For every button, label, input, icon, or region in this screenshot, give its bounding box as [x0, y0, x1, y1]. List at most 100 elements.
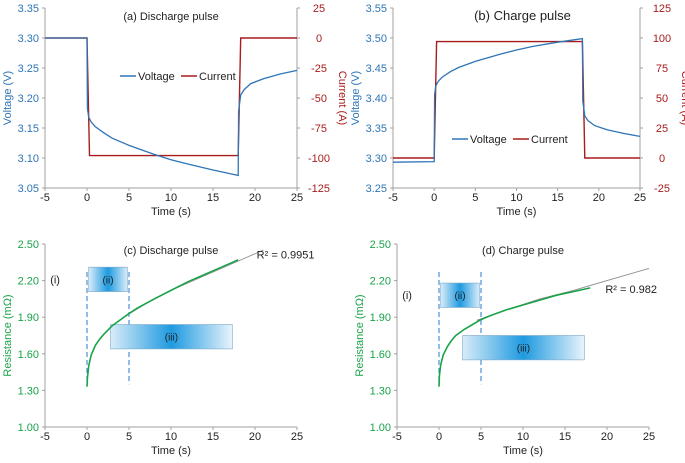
x-tick-label: 25 [634, 192, 646, 204]
x-axis-label: Time (s) [503, 445, 543, 457]
x-tick-label: 5 [472, 192, 478, 204]
y-tick-label: 3.25 [18, 63, 39, 75]
y-tick-label: 3.35 [366, 123, 387, 135]
x-tick-label: 15 [207, 192, 219, 204]
x-tick-label: 10 [165, 192, 177, 204]
fit-trend-line [124, 249, 264, 317]
legend-voltage-label: Voltage [470, 134, 507, 146]
x-tick-label: -5 [388, 192, 398, 204]
x-tick-label: 20 [249, 192, 261, 204]
r-squared-label: R² = 0.982 [605, 284, 657, 296]
y-tick-label: 3.35 [18, 3, 39, 15]
legend-voltage-label: Voltage [138, 71, 175, 83]
y-tick-label: 1.90 [370, 312, 391, 324]
x-tick-label: 15 [559, 431, 571, 443]
x-axis-label: Time (s) [151, 206, 191, 218]
current-series-line [393, 40, 640, 159]
x-tick-label: -5 [392, 431, 402, 443]
x-tick-label: 10 [510, 192, 522, 204]
voltage-series-line [45, 37, 298, 177]
region-ii-box [440, 282, 480, 308]
y2-tick-label: 100 [653, 33, 671, 45]
y-axis-label: Voltage (V) [2, 71, 14, 125]
y-tick-label: 3.30 [18, 33, 39, 45]
x-tick-label: 15 [552, 192, 564, 204]
y2-tick-label: -100 [308, 153, 330, 165]
x-tick-label: 0 [84, 192, 90, 204]
x-tick-label: 10 [165, 431, 177, 443]
chart-title: (c) Discharge pulse [124, 245, 219, 257]
x-tick-label: 0 [431, 192, 437, 204]
x-tick-label: -5 [40, 192, 50, 204]
chart-a: -5 0 5 10 15 20 253.053.103.153.203.253.303.35… [2, 3, 348, 218]
legend-current-label: Current [199, 71, 236, 83]
x-tick-label: 20 [601, 431, 613, 443]
y-tick-label: 3.15 [18, 123, 39, 135]
x-tick-label: 5 [478, 431, 484, 443]
y-tick-label: 3.50 [366, 33, 387, 45]
y2-tick-label: 125 [653, 3, 671, 15]
chart-title: (d) Charge pulse [482, 245, 564, 257]
y-axis-label: Voltage (V) [350, 71, 362, 125]
x-tick-label: 25 [291, 431, 303, 443]
y-tick-label: 1.00 [370, 422, 391, 434]
region-i-label: (i) [50, 274, 60, 286]
y-tick-label: 2.20 [370, 276, 391, 288]
chart-d: -5 0 5 10 15 20 25 1.00 1.30 1.60 1.90 2.20 2.50 Time… [354, 239, 657, 457]
region-iii-label: (iii) [517, 344, 530, 355]
region-ii-label: (ii) [454, 291, 465, 302]
y2-tick-label: -25 [311, 63, 327, 75]
x-axis-label: Time (s) [497, 206, 537, 218]
y-tick-label: 3.20 [18, 93, 39, 105]
x-tick-label: 0 [436, 431, 442, 443]
y-tick-label: 1.30 [370, 385, 391, 397]
y2-tick-label: 75 [656, 63, 668, 75]
region-iii-box [110, 324, 233, 350]
y2-tick-label: -125 [308, 183, 330, 195]
region-ii-label: (ii) [102, 275, 113, 286]
x-tick-label: 10 [517, 431, 529, 443]
chart-c: -5 0 5 10 15 20 25 1.00 1.30 1.60 1.90 2.20 2.50 Time… [2, 239, 314, 457]
y-tick-label: 3.10 [18, 153, 39, 165]
region-iii-label: (iii) [165, 333, 178, 344]
x-tick-label: 15 [207, 431, 219, 443]
y2-tick-label: 50 [656, 93, 668, 105]
region-iii-box [462, 335, 585, 361]
y-tick-label: 1.90 [18, 312, 39, 324]
y2-tick-label: 0 [659, 153, 665, 165]
x-tick-label: 25 [291, 192, 303, 204]
y2-tick-label: -25 [654, 183, 670, 195]
chart-title: (a) Discharge pulse [123, 11, 218, 23]
y-tick-label: 1.00 [18, 422, 39, 434]
y-tick-label: 1.60 [370, 349, 391, 361]
y-tick-label: 2.20 [18, 276, 39, 288]
y2-tick-label: -50 [311, 93, 327, 105]
x-tick-label: 0 [84, 431, 90, 443]
resistance-series-line [438, 287, 591, 387]
y-tick-label: 3.40 [366, 93, 387, 105]
y-tick-label: 1.60 [18, 349, 39, 361]
voltage-series-line [392, 37, 641, 163]
y-axis-label: Resistance (mΩ) [354, 294, 366, 376]
x-tick-label: 20 [249, 431, 261, 443]
x-tick-label: 25 [643, 431, 655, 443]
y-tick-label: 2.50 [370, 239, 391, 251]
y-axis-label: Resistance (mΩ) [2, 294, 14, 376]
region-ii-box [88, 266, 128, 292]
chart-b: -5 0 5 10 15 20 25 3.25 3.30 3.35 3.40 3.45 3.50 3.55… [350, 3, 685, 218]
x-tick-label: 5 [126, 192, 132, 204]
legend-current-label: Current [531, 134, 568, 146]
y2-tick-label: 0 [316, 33, 322, 45]
y-tick-label: 3.45 [366, 63, 387, 75]
x-axis-label: Time (s) [151, 445, 191, 457]
y-tick-label: 3.05 [18, 183, 39, 195]
y-tick-label: 1.30 [18, 385, 39, 397]
region-i-label: (i) [402, 290, 412, 302]
r-squared-label: R² = 0.9951 [257, 250, 315, 262]
y-tick-label: 3.55 [366, 3, 387, 15]
y2-axis-label: Current (A) [336, 71, 348, 125]
x-tick-label: 5 [126, 431, 132, 443]
chart-title: (b) Charge pulse [474, 8, 571, 23]
current-series-line [45, 37, 297, 157]
